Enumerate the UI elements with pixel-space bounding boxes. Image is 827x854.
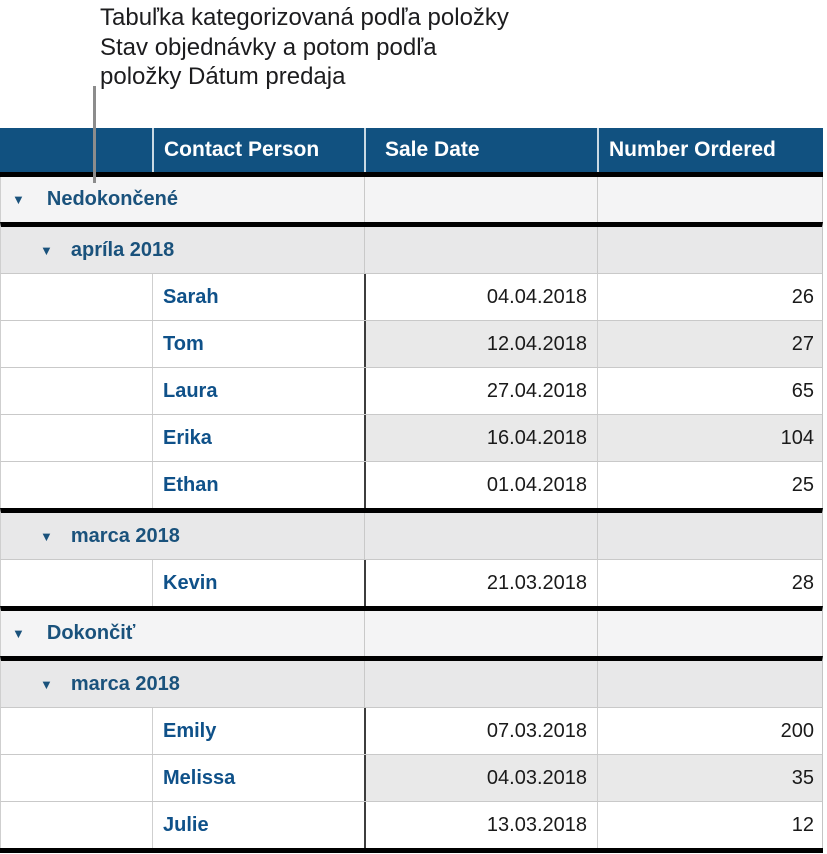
- header-cell-number-ordered[interactable]: Number Ordered: [597, 128, 823, 172]
- contact-person-cell[interactable]: Sarah: [152, 274, 364, 320]
- callout-line: [93, 86, 96, 183]
- number-ordered-cell[interactable]: 26: [597, 274, 822, 320]
- table-row: Sarah 04.04.2018 26: [0, 273, 823, 320]
- disclosure-triangle-icon[interactable]: ▼: [12, 192, 25, 207]
- indent-cell[interactable]: [1, 274, 152, 320]
- category-label: Nedokončené: [46, 188, 179, 210]
- category-label: marca 2018: [70, 524, 180, 547]
- table-row: Laura 27.04.2018 65: [0, 367, 823, 414]
- disclosure-triangle-icon[interactable]: ▼: [40, 242, 53, 258]
- category-label: apríla 2018: [70, 238, 175, 261]
- contact-person-cell[interactable]: Erika: [152, 415, 364, 461]
- sale-date-cell[interactable]: 27.04.2018: [364, 368, 597, 414]
- sale-date-cell[interactable]: 16.04.2018: [364, 415, 597, 461]
- indent-cell[interactable]: [1, 802, 152, 848]
- contact-person-cell[interactable]: Laura: [152, 368, 364, 414]
- indent-cell[interactable]: [1, 755, 152, 801]
- category-label-cell[interactable]: ▼ marca 2018: [1, 661, 364, 707]
- number-ordered-cell[interactable]: 25: [597, 462, 822, 508]
- number-ordered-cell[interactable]: 12: [597, 802, 822, 848]
- contact-person-cell[interactable]: Tom: [152, 321, 364, 367]
- caption-text: Tabuľka kategorizovaná podľa položky Sta…: [100, 4, 509, 90]
- disclosure-triangle-icon[interactable]: ▼: [40, 676, 53, 692]
- category-number-cell[interactable]: [597, 513, 822, 559]
- sale-date-cell[interactable]: 21.03.2018: [364, 560, 597, 606]
- category-number-cell[interactable]: [597, 611, 822, 656]
- disclosure-triangle-icon[interactable]: ▼: [40, 528, 53, 544]
- indent-cell[interactable]: [1, 368, 152, 414]
- indent-cell[interactable]: [1, 462, 152, 508]
- number-ordered-cell[interactable]: 28: [597, 560, 822, 606]
- table-row: Melissa 04.03.2018 35: [0, 754, 823, 801]
- table-row: Erika 16.04.2018 104: [0, 414, 823, 461]
- number-ordered-cell[interactable]: 65: [597, 368, 822, 414]
- table-row: Emily 07.03.2018 200: [0, 707, 823, 754]
- indent-cell[interactable]: [1, 708, 152, 754]
- number-ordered-cell[interactable]: 27: [597, 321, 822, 367]
- category-row: ▼ Dokončiť: [0, 606, 823, 656]
- header-cell-sale-date[interactable]: Sale Date: [364, 128, 597, 172]
- contact-person-cell[interactable]: Ethan: [152, 462, 364, 508]
- indent-cell[interactable]: [1, 321, 152, 367]
- contact-person-cell[interactable]: Kevin: [152, 560, 364, 606]
- category-label: Dokončiť: [46, 622, 136, 644]
- category-number-cell[interactable]: [597, 227, 822, 273]
- number-ordered-cell[interactable]: 35: [597, 755, 822, 801]
- sale-date-cell[interactable]: 01.04.2018: [364, 462, 597, 508]
- category-label-cell[interactable]: ▼ Nedokončené: [1, 177, 364, 222]
- sale-date-cell[interactable]: 04.03.2018: [364, 755, 597, 801]
- category-sale-date-cell[interactable]: [364, 177, 597, 222]
- category-sale-date-cell[interactable]: [364, 611, 597, 656]
- category-number-cell[interactable]: [597, 661, 822, 707]
- table-row: Ethan 01.04.2018 25: [0, 461, 823, 508]
- indent-cell[interactable]: [1, 560, 152, 606]
- category-label-cell[interactable]: ▼ apríla 2018: [1, 227, 364, 273]
- table-row: Kevin 21.03.2018 28: [0, 559, 823, 606]
- contact-person-cell[interactable]: Emily: [152, 708, 364, 754]
- category-sale-date-cell[interactable]: [364, 661, 597, 707]
- category-row: ▼ Nedokončené: [0, 177, 823, 222]
- indent-cell[interactable]: [1, 415, 152, 461]
- sale-date-cell[interactable]: 13.03.2018: [364, 802, 597, 848]
- number-ordered-cell[interactable]: 104: [597, 415, 822, 461]
- header-cell-contact-person[interactable]: Contact Person: [152, 128, 364, 172]
- number-ordered-cell[interactable]: 200: [597, 708, 822, 754]
- header-cell-indent[interactable]: [0, 128, 152, 172]
- category-sale-date-cell[interactable]: [364, 227, 597, 273]
- table-row: Julie 13.03.2018 12: [0, 801, 823, 848]
- category-number-cell[interactable]: [597, 177, 822, 222]
- sale-date-cell[interactable]: 12.04.2018: [364, 321, 597, 367]
- table-header-row: Contact Person Sale Date Number Ordered: [0, 128, 823, 177]
- table-body: ▼ Nedokončené ▼ apríla 2018 Sarah 04.04.2018 2…: [0, 177, 823, 853]
- contact-person-cell[interactable]: Julie: [152, 802, 364, 848]
- category-row: ▼ marca 2018: [0, 656, 823, 707]
- category-label-cell[interactable]: ▼ marca 2018: [1, 513, 364, 559]
- contact-person-cell[interactable]: Melissa: [152, 755, 364, 801]
- category-sale-date-cell[interactable]: [364, 513, 597, 559]
- sale-date-cell[interactable]: 04.04.2018: [364, 274, 597, 320]
- table-row: Tom 12.04.2018 27: [0, 320, 823, 367]
- sale-date-cell[interactable]: 07.03.2018: [364, 708, 597, 754]
- category-label: marca 2018: [70, 672, 180, 695]
- categorized-table: Contact Person Sale Date Number Ordered …: [0, 128, 823, 853]
- disclosure-triangle-icon[interactable]: ▼: [12, 626, 25, 641]
- category-row: ▼ marca 2018: [0, 508, 823, 559]
- category-row: ▼ apríla 2018: [0, 222, 823, 273]
- category-label-cell[interactable]: ▼ Dokončiť: [1, 611, 364, 656]
